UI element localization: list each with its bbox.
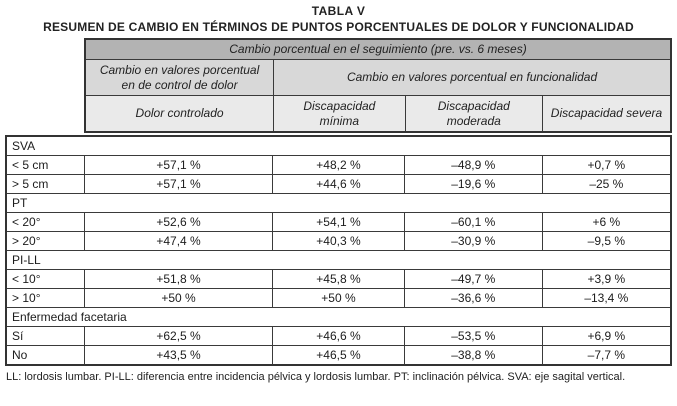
col-header-dolor-controlado: Dolor controlado (84, 95, 275, 133)
cell-value: +6,9 % (541, 326, 672, 346)
header-row-groups: Cambio en valores porcentual en de contr… (84, 59, 672, 96)
cell-value: –38,8 % (403, 345, 543, 366)
cell-value: +0,7 % (541, 155, 672, 175)
col-header-discapacidad-moderada: Discapacidad moderada (404, 95, 544, 133)
cell-value: +62,5 % (83, 326, 274, 346)
table-footnote: LL: lordosis lumbar. PI-LL: diferencia e… (6, 371, 626, 383)
section-label-pill: PI-LL (5, 250, 672, 270)
table-subtitle: RESUMEN DE CAMBIO EN TÉRMINOS DE PUNTOS … (43, 20, 634, 34)
cell-value: +40,3 % (272, 231, 405, 251)
cell-value: +57,1 % (83, 174, 274, 194)
row-label: < 20° (5, 212, 85, 232)
header-group-pain-cell: Cambio en valores porcentual en de contr… (84, 59, 275, 96)
cell-value: +45,8 % (272, 269, 405, 289)
col-header-discapacidad-minima: Discapacidad mínima (273, 95, 406, 133)
section-label-pt: PT (5, 193, 672, 213)
cell-value: +47,4 % (83, 231, 274, 251)
cell-value: +48,2 % (272, 155, 405, 175)
cell-value: –9,5 % (541, 231, 672, 251)
cell-value: –25 % (541, 174, 672, 194)
row-label: < 5 cm (5, 155, 85, 175)
table-row: Sí +62,5 % +46,6 % –53,5 % +6,9 % (5, 326, 672, 346)
table-row: > 10° +50 % +50 % –36,6 % –13,4 % (5, 288, 672, 308)
cell-value: +3,9 % (541, 269, 672, 289)
section-header-row: PT (5, 193, 672, 213)
header-row-span: Cambio porcentual en el seguimiento (pre… (84, 38, 672, 60)
section-header-row: PI-LL (5, 250, 672, 270)
row-label: No (5, 345, 85, 366)
cell-value: +6 % (541, 212, 672, 232)
header-table: Cambio porcentual en el seguimiento (pre… (84, 38, 672, 133)
row-label: < 10° (5, 269, 85, 289)
section-header-row: Enfermedad facetaria (5, 307, 672, 327)
section-label-enfermedad-facetaria: Enfermedad facetaria (5, 307, 672, 327)
cell-value: +54,1 % (272, 212, 405, 232)
col-header-discapacidad-severa: Discapacidad severa (542, 95, 672, 133)
section-label-sva: SVA (5, 135, 672, 156)
cell-value: +52,6 % (83, 212, 274, 232)
cell-value: +44,6 % (272, 174, 405, 194)
table-row: < 5 cm +57,1 % +48,2 % –48,9 % +0,7 % (5, 155, 672, 175)
table-caption: TABLA V RESUMEN DE CAMBIO EN TÉRMINOS DE… (0, 0, 677, 34)
row-label: > 20° (5, 231, 85, 251)
header-span-cell: Cambio porcentual en el seguimiento (pre… (84, 38, 672, 60)
row-label: > 10° (5, 288, 85, 308)
table-title: TABLA V (311, 4, 366, 18)
cell-value: –36,6 % (403, 288, 543, 308)
cell-value: –49,7 % (403, 269, 543, 289)
table-row: < 20° +52,6 % +54,1 % –60,1 % +6 % (5, 212, 672, 232)
cell-value: –13,4 % (541, 288, 672, 308)
data-table: SVA < 5 cm +57,1 % +48,2 % –48,9 % +0,7 … (5, 135, 672, 366)
cell-value: –48,9 % (403, 155, 543, 175)
table-row: > 5 cm +57,1 % +44,6 % –19,6 % –25 % (5, 174, 672, 194)
cell-value: –60,1 % (403, 212, 543, 232)
row-label: Sí (5, 326, 85, 346)
cell-value: +46,5 % (272, 345, 405, 366)
cell-value: +51,8 % (83, 269, 274, 289)
header-group-function-cell: Cambio en valores porcentual en funciona… (273, 59, 672, 96)
cell-value: +57,1 % (83, 155, 274, 175)
table-row: No +43,5 % +46,5 % –38,8 % –7,7 % (5, 345, 672, 366)
row-label: > 5 cm (5, 174, 85, 194)
table-row: < 10° +51,8 % +45,8 % –49,7 % +3,9 % (5, 269, 672, 289)
cell-value: –19,6 % (403, 174, 543, 194)
cell-value: +50 % (83, 288, 274, 308)
cell-value: –7,7 % (541, 345, 672, 366)
cell-value: –30,9 % (403, 231, 543, 251)
cell-value: –53,5 % (403, 326, 543, 346)
section-header-row: SVA (5, 135, 672, 156)
cell-value: +46,6 % (272, 326, 405, 346)
table-row: > 20° +47,4 % +40,3 % –30,9 % –9,5 % (5, 231, 672, 251)
cell-value: +50 % (272, 288, 405, 308)
header-row-columns: Dolor controlado Discapacidad mínima Dis… (84, 95, 672, 133)
cell-value: +43,5 % (83, 345, 274, 366)
